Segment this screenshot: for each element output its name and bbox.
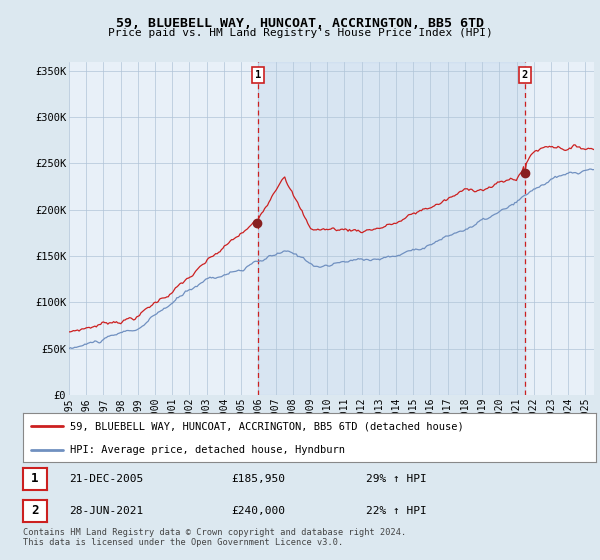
Text: £240,000: £240,000 bbox=[231, 506, 285, 516]
Text: 22% ↑ HPI: 22% ↑ HPI bbox=[366, 506, 427, 516]
Text: Contains HM Land Registry data © Crown copyright and database right 2024.: Contains HM Land Registry data © Crown c… bbox=[23, 528, 406, 536]
Text: 29% ↑ HPI: 29% ↑ HPI bbox=[366, 474, 427, 484]
Text: Price paid vs. HM Land Registry's House Price Index (HPI): Price paid vs. HM Land Registry's House … bbox=[107, 28, 493, 38]
Text: 28-JUN-2021: 28-JUN-2021 bbox=[69, 506, 143, 516]
Text: 2: 2 bbox=[522, 70, 528, 80]
Text: This data is licensed under the Open Government Licence v3.0.: This data is licensed under the Open Gov… bbox=[23, 538, 343, 547]
Text: 59, BLUEBELL WAY, HUNCOAT, ACCRINGTON, BB5 6TD: 59, BLUEBELL WAY, HUNCOAT, ACCRINGTON, B… bbox=[116, 17, 484, 30]
Text: 21-DEC-2005: 21-DEC-2005 bbox=[69, 474, 143, 484]
Text: 1: 1 bbox=[31, 472, 38, 486]
Text: £185,950: £185,950 bbox=[231, 474, 285, 484]
Text: 2: 2 bbox=[31, 504, 38, 517]
Bar bbox=[258, 62, 525, 395]
Text: HPI: Average price, detached house, Hyndburn: HPI: Average price, detached house, Hynd… bbox=[70, 445, 345, 455]
Text: 59, BLUEBELL WAY, HUNCOAT, ACCRINGTON, BB5 6TD (detached house): 59, BLUEBELL WAY, HUNCOAT, ACCRINGTON, B… bbox=[70, 422, 464, 432]
Text: 1: 1 bbox=[255, 70, 261, 80]
